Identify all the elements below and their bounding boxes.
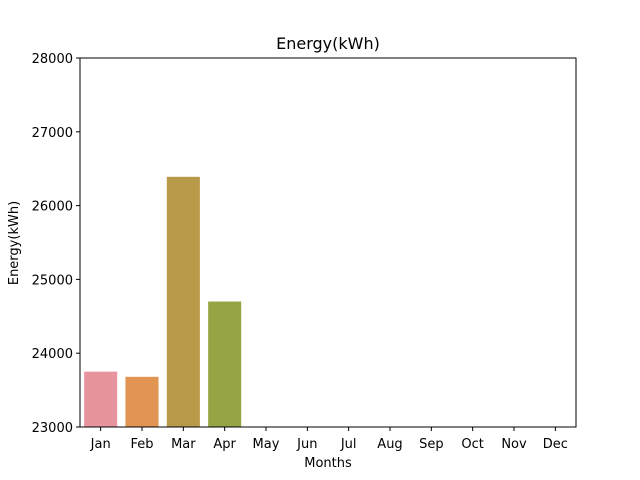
x-tick-label-mar: Mar [171, 437, 196, 452]
y-tick-label: 28000 [32, 52, 73, 67]
bars-group [84, 176, 242, 427]
y-tick-label: 27000 [32, 126, 73, 141]
y-axis: 23000 24000 25000 26000 27000 28000 [32, 52, 80, 436]
x-tick-label-may: May [253, 437, 280, 452]
plot-frame [79, 57, 577, 428]
bar-apr [208, 301, 242, 427]
y-tick-label: 25000 [32, 273, 73, 288]
x-axis: Jan Feb Mar Apr May Jun Jul Aug Sep Oct Nov Dec [90, 427, 568, 452]
x-tick-label-apr: Apr [213, 437, 236, 452]
x-tick-label-jun: Jun [296, 437, 317, 452]
x-tick-label-jan: Jan [90, 437, 111, 452]
bar-feb [125, 376, 159, 427]
x-tick-label-sep: Sep [419, 437, 444, 452]
x-tick-label-feb: Feb [130, 437, 153, 452]
bar-mar [166, 176, 200, 427]
y-axis-label: Energy(kWh) [7, 201, 22, 285]
x-axis-label: Months [304, 456, 352, 471]
chart-title: Energy(kWh) [276, 34, 380, 53]
x-tick-label-aug: Aug [377, 437, 402, 452]
y-tick-label: 24000 [32, 347, 73, 362]
y-tick-label: 26000 [32, 200, 73, 215]
x-tick-label-nov: Nov [501, 437, 527, 452]
x-tick-label-jul: Jul [340, 437, 357, 452]
bar-jan [84, 371, 118, 427]
y-tick-label: 23000 [32, 421, 73, 436]
x-tick-label-oct: Oct [461, 437, 483, 452]
x-tick-label-dec: Dec [543, 437, 568, 452]
